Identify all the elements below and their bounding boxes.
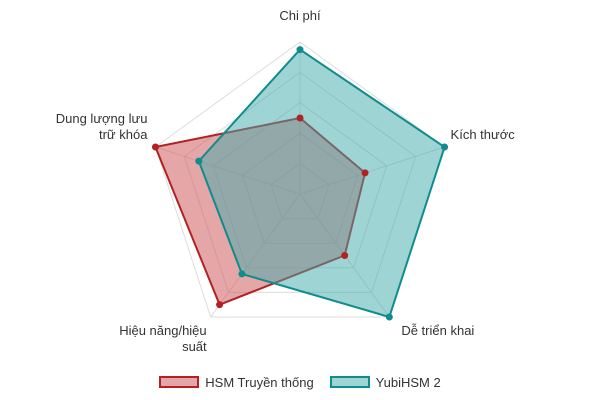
axis-label-1: Kích thước: [451, 127, 516, 142]
axis-label-3: Hiệu năng/hiệu suất: [119, 323, 207, 354]
series-1-point-1[interactable]: [441, 143, 449, 151]
series-0-point-3[interactable]: [216, 301, 224, 309]
axis-labels: Chi phí Kích thước Dễ triển khai Hiệu năng/…: [56, 8, 516, 354]
axis-label-0: Chi phí: [279, 8, 321, 23]
series-1-point-3[interactable]: [238, 270, 246, 278]
series-0-point-2[interactable]: [341, 251, 349, 259]
legend-item-hsm[interactable]: HSM Truyền thống: [159, 374, 314, 390]
series-1-point-2[interactable]: [385, 313, 393, 321]
series-0-point-1[interactable]: [361, 169, 369, 177]
legend-item-yubihsm[interactable]: YubiHSM 2: [329, 374, 441, 390]
legend-swatch-yubihsm: [329, 376, 370, 388]
series-area-1: [197, 48, 446, 318]
radar-series: [151, 46, 449, 321]
legend: HSM Truyền thống YubiHSM 2: [0, 372, 600, 392]
legend-label-hsm: HSM Truyền thống: [205, 374, 314, 390]
grid-ring-5: [154, 41, 446, 318]
legend-label-yubihsm: YubiHSM 2: [375, 374, 441, 390]
series-1-point-4[interactable]: [195, 157, 203, 165]
series-0-point-4[interactable]: [151, 143, 159, 151]
axis-label-4: Dung lượng lưu trữ khóa: [56, 111, 148, 142]
legend-swatch-hsm: [159, 376, 200, 388]
series-1-point-0[interactable]: [296, 46, 304, 54]
axis-label-2: Dễ triển khai: [401, 323, 474, 338]
series-0-point-0[interactable]: [296, 114, 304, 122]
